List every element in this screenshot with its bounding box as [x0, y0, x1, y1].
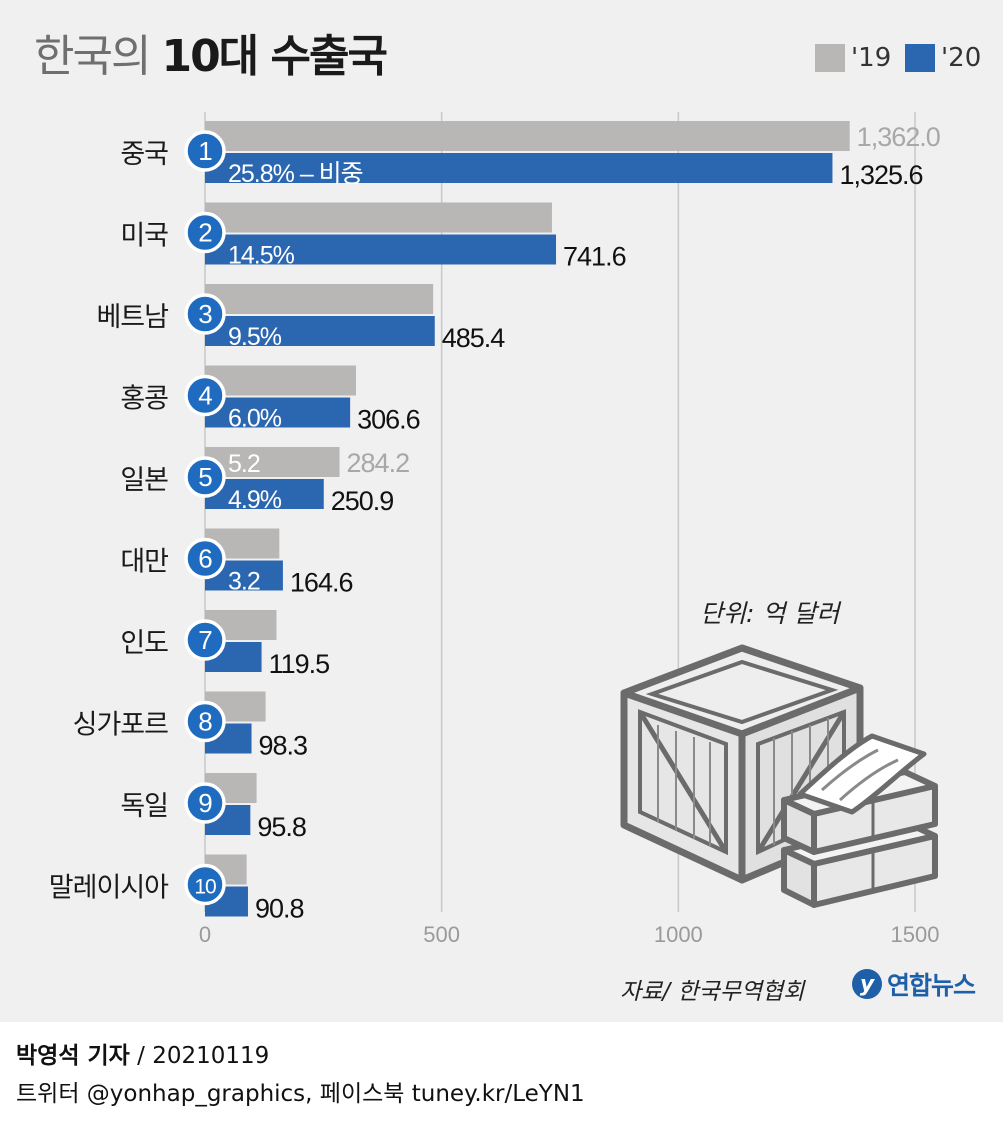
rank-badge: [184, 374, 226, 417]
rank-badge: [184, 700, 226, 743]
rank-number: 8: [198, 707, 212, 737]
value-label-2020: 119.5: [269, 649, 330, 679]
logo-mark-icon: y: [852, 969, 882, 999]
rank-number: 4: [198, 381, 212, 411]
share-label-2020: 4.9%: [228, 486, 282, 514]
source-label: 자료/ 한국무역협회: [620, 979, 805, 1005]
bar-2020: [205, 316, 435, 346]
chart-plot: 0 500 1000 1500: [49, 112, 941, 947]
bar-2019: [205, 284, 434, 314]
category-label: 홍콩: [120, 384, 168, 414]
value-label-2019: 284.2: [347, 448, 410, 478]
value-label-2020: 306.6: [357, 405, 420, 435]
chart-title: 한국의 10대 수출국: [34, 20, 388, 84]
legend-item-2020: '20: [905, 43, 982, 73]
crate-and-money-illustration: [620, 644, 938, 908]
category-label: 대만: [120, 547, 168, 577]
rank-number: 9: [198, 788, 212, 818]
rank-badge: [184, 863, 226, 906]
category-label: 독일: [120, 791, 168, 821]
value-label-2020: 741.6: [563, 242, 626, 272]
value-label-2020: 90.8: [255, 894, 304, 924]
crate-top-inner: [645, 659, 839, 725]
bar-2020: [205, 479, 324, 509]
rank-number: 5: [198, 462, 212, 492]
bar-row: 미국 2 741.6 14.5%: [120, 202, 627, 272]
credit-line: 박영석 기자 / 20210119: [16, 1036, 269, 1070]
rank-badge: [184, 211, 226, 254]
logo-text: 연합뉴스: [887, 971, 976, 1000]
x-tick-label: 500: [423, 922, 460, 947]
x-tick-label: 0: [199, 922, 211, 947]
category-label: 일본: [120, 465, 168, 495]
bar-row: 대만 6 164.6 3.2: [120, 528, 353, 598]
bar-2019: [205, 365, 356, 396]
legend-swatch-2019: [815, 44, 845, 72]
category-label: 싱가포르: [73, 710, 169, 740]
x-tick-label: 1500: [891, 922, 940, 947]
bar-row: 인도 7 119.5: [120, 610, 330, 679]
rank-badge: [184, 456, 226, 498]
rank-badge: [184, 130, 226, 172]
title-bold: 10대 수출국: [161, 31, 387, 82]
credit-separator: /: [137, 1043, 145, 1069]
value-label-2020: 485.4: [442, 323, 506, 353]
category-label: 베트남: [96, 302, 168, 332]
legend-label-2019: '19: [851, 43, 892, 73]
title-light: 한국의: [34, 31, 151, 82]
share-label-2020: 6.0%: [228, 405, 282, 433]
rank-badge: [184, 782, 226, 824]
crate-right-brace: [755, 710, 847, 854]
bar-2019: [205, 121, 850, 151]
legend-swatch-2020: [905, 44, 935, 72]
bar-2019: [205, 447, 340, 477]
social-line: 트위터 @yonhap_graphics, 페이스북 tuney.kr/LeYN…: [16, 1081, 585, 1107]
credit-date: 20210119: [152, 1043, 270, 1069]
credit-author: 박영석 기자: [16, 1043, 130, 1069]
share-label-2020: 3.2: [228, 568, 260, 596]
rank-badge: [184, 537, 226, 580]
legend-label-2020: '20: [941, 43, 982, 73]
share-label-2020: 9.5%: [228, 323, 282, 351]
bar-row: 홍콩 4 306.6 6.0%: [120, 365, 421, 435]
value-label-2020: 98.3: [259, 731, 308, 761]
bar-2020: [205, 397, 351, 428]
rank-number: 3: [198, 299, 212, 329]
bar-row: 일본 5 250.9 284.2 4.9% 5.2: [120, 447, 410, 516]
category-label: 말레이시아: [49, 873, 169, 903]
category-label: 중국: [120, 139, 168, 169]
value-label-2020: 250.9: [331, 486, 394, 516]
share-label-2019: 5.2: [228, 450, 260, 478]
legend-item-2019: '19: [815, 43, 892, 73]
bar-2020: [205, 234, 557, 265]
share-label-2020: 14.5%: [228, 242, 295, 270]
rank-badge: [184, 293, 226, 335]
bar-2019: [205, 202, 552, 233]
rank-badge: [184, 619, 226, 661]
bar-2020: [205, 153, 833, 183]
rank-number: 10: [194, 876, 216, 899]
category-label: 미국: [120, 221, 168, 251]
rank-number: 2: [198, 218, 212, 248]
share-label-2020: 25.8% – 비중: [228, 160, 363, 188]
value-label-2020: 95.8: [257, 812, 306, 842]
crate-left-brace: [637, 710, 729, 854]
yonhap-logo: y 연합뉴스: [852, 966, 976, 1002]
bar-row: 독일 9 95.8: [120, 773, 307, 842]
rank-number: 7: [198, 625, 212, 655]
money-bill: [797, 733, 927, 815]
value-label-2019: 1,362.0: [857, 122, 940, 152]
unit-label: 단위: 억 달러: [700, 599, 840, 628]
x-tick-label: 1000: [654, 922, 703, 947]
bar-row: 싱가포르 8 98.3: [73, 691, 308, 761]
category-label: 인도: [120, 628, 168, 658]
rank-number: 6: [198, 544, 212, 574]
value-label-2020: 1,325.6: [839, 160, 922, 190]
bar-row: 말레이시아 10 90.8: [49, 854, 305, 924]
bar-row: 중국 1 1,325.6 1,362.0 25.8% – 비중: [120, 121, 941, 190]
bar-row: 베트남 3 485.4 9.5%: [96, 284, 506, 353]
value-label-2020: 164.6: [290, 568, 353, 598]
rank-number: 1: [198, 136, 212, 166]
